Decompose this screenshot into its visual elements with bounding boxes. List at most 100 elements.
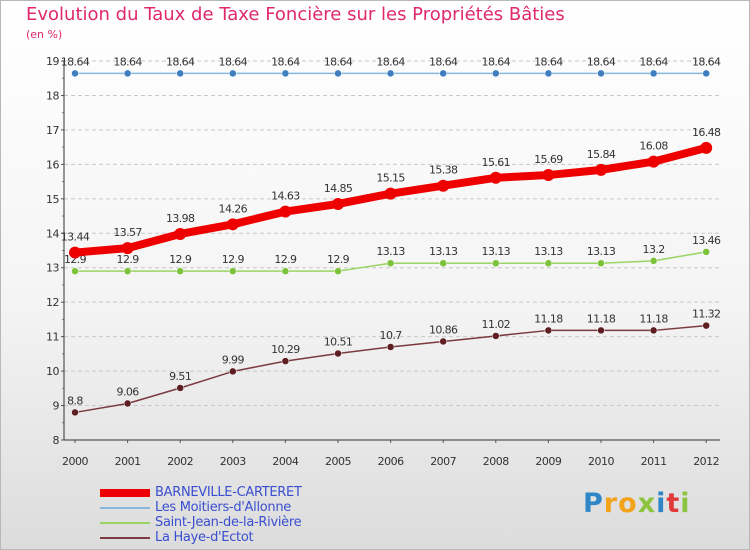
data-point [439, 69, 447, 78]
data-label: 18.64 [692, 55, 721, 68]
proxiti-logo: Proxiti [583, 488, 691, 519]
data-point [597, 69, 605, 78]
data-point [176, 69, 184, 78]
legend-swatch-moitiers [100, 507, 150, 509]
data-label: 14.63 [271, 190, 300, 203]
data-point [174, 227, 187, 240]
legend-swatch-la-haye [100, 537, 150, 539]
data-point [597, 326, 605, 335]
logo-letter: r [603, 488, 619, 519]
data-point [439, 337, 447, 346]
data-point [281, 69, 290, 78]
data-label: 13.13 [534, 245, 563, 258]
data-label: 13.13 [376, 245, 405, 258]
y-tick-label: 9 [53, 400, 60, 413]
data-label: 10.51 [324, 336, 353, 349]
data-point [597, 259, 605, 267]
x-tick-label: 2003 [220, 455, 246, 468]
data-label: 11.18 [587, 312, 616, 325]
legend-swatch-barneville [100, 489, 150, 497]
legend-label-la-haye: La Haye-d'Ectot [155, 530, 254, 545]
data-point [69, 246, 81, 259]
x-tick-label: 2009 [535, 455, 561, 468]
data-label: 9.06 [117, 385, 140, 398]
data-point [71, 267, 79, 275]
data-label: 18.64 [429, 55, 458, 68]
data-label: 8.8 [67, 394, 83, 407]
data-point [229, 367, 237, 376]
data-label: 18.64 [324, 55, 353, 68]
series-line [71, 143, 711, 257]
legend-label-moitiers: Les Moitiers-d'Allonne [155, 500, 291, 515]
data-label: 12.9 [117, 253, 140, 266]
data-point [123, 69, 132, 78]
x-tick-label: 2006 [378, 455, 404, 468]
x-tick-label: 2011 [641, 455, 667, 468]
y-tick-label: 19 [46, 55, 59, 68]
data-label: 18.64 [61, 55, 90, 68]
data-point [649, 326, 658, 335]
data-label: 12.9 [64, 253, 87, 266]
data-point [702, 321, 710, 330]
data-point [542, 169, 555, 182]
data-label: 10.86 [429, 323, 458, 336]
logo-letter: o [618, 488, 638, 519]
y-tick-label: 10 [46, 365, 59, 378]
data-label: 18.64 [271, 55, 300, 68]
x-tick-label: 2008 [483, 455, 509, 468]
data-label: 15.84 [587, 148, 616, 161]
data-label: 11.18 [534, 312, 563, 325]
x-tick-label: 2000 [62, 455, 88, 468]
data-label: 18.64 [376, 55, 405, 68]
x-tick-label: 2004 [272, 455, 298, 468]
data-label: 13.44 [61, 231, 90, 244]
data-label: 9.51 [169, 370, 191, 383]
data-point [226, 218, 239, 231]
data-label: 16.08 [639, 140, 668, 153]
data-label: 11.02 [482, 318, 511, 331]
data-point [71, 408, 79, 417]
logo-letter: P [583, 488, 604, 519]
data-point [649, 257, 658, 265]
data-point [544, 69, 553, 78]
logo-letter: i [656, 488, 667, 519]
y-tick-label: 11 [46, 331, 59, 344]
data-point [386, 69, 395, 78]
data-label: 18.64 [534, 55, 563, 68]
data-point [492, 259, 500, 267]
data-label: 13.13 [429, 245, 458, 258]
y-unit-label: (en %) [26, 28, 63, 41]
y-tick-label: 18 [46, 89, 59, 102]
y-tick-label: 13 [46, 262, 59, 275]
data-label: 12.9 [327, 253, 350, 266]
data-point [229, 69, 237, 78]
data-point [702, 69, 710, 78]
chart-title: Evolution du Taux de Taxe Foncière sur l… [26, 4, 565, 25]
data-label: 13.13 [482, 245, 511, 258]
data-label: 18.64 [639, 55, 668, 68]
data-point [281, 357, 290, 365]
data-label: 15.69 [534, 153, 563, 166]
data-label: 14.26 [219, 202, 248, 215]
legend-label-barneville: BARNEVILLE-CARTERET [155, 485, 302, 500]
data-label: 13.98 [166, 212, 195, 225]
data-label: 11.32 [692, 308, 721, 321]
y-tick-label: 17 [46, 124, 59, 137]
data-point [123, 399, 132, 408]
data-label: 12.9 [169, 253, 192, 266]
data-point [123, 267, 132, 275]
data-label: 13.57 [113, 226, 142, 239]
data-point [649, 69, 658, 78]
data-label: 18.64 [113, 55, 142, 68]
data-label: 18.64 [482, 55, 511, 68]
data-point [700, 141, 713, 154]
data-point [386, 259, 395, 267]
y-tick-label: 12 [46, 296, 59, 309]
data-label: 15.61 [482, 156, 511, 169]
data-point [332, 197, 344, 210]
x-tick-label: 2007 [430, 455, 456, 468]
logo-letter: t [666, 488, 681, 519]
data-label: 12.9 [222, 253, 245, 266]
